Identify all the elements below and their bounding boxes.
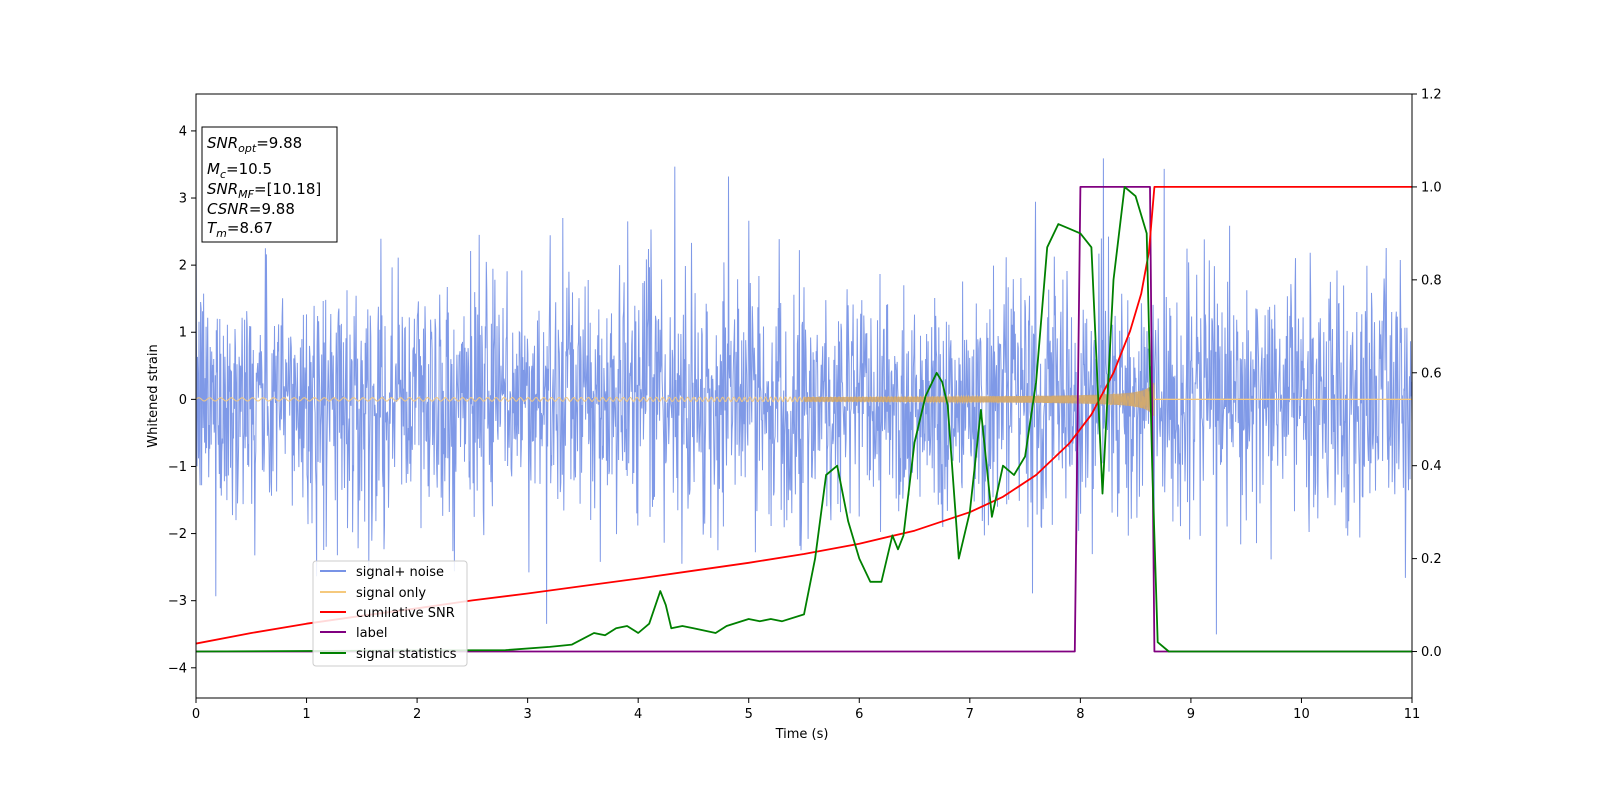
y-axis-label: Whitened strain xyxy=(146,344,161,447)
x-tick-label: 11 xyxy=(1404,707,1421,722)
legend-label-cumulative-snr: cumilative SNR xyxy=(356,606,455,621)
info-snr-opt: SNRopt=9.88 xyxy=(207,134,302,155)
legend-label-signal-statistics: signal statistics xyxy=(356,647,457,662)
y-tick-label: 2 xyxy=(179,259,187,274)
info-mc: Mc=10.5 xyxy=(207,160,272,181)
x-tick-label: 4 xyxy=(634,707,642,722)
y-tick-label: −3 xyxy=(168,594,187,609)
x-tick-label: 9 xyxy=(1187,707,1195,722)
x-tick-label: 5 xyxy=(745,707,753,722)
x-tick-label: 6 xyxy=(855,707,863,722)
y2-tick-label: 0.2 xyxy=(1421,552,1442,567)
y-axis-ticks: −4 −3 −2 −1 0 1 2 3 4 xyxy=(168,124,196,676)
x-tick-label: 8 xyxy=(1076,707,1084,722)
legend-label-signal-noise: signal+ noise xyxy=(356,565,444,580)
signal-statistics-line xyxy=(196,186,1412,653)
info-box: SNRopt=9.88 Mc=10.5 SNRMF=[10.18] CSNR=9… xyxy=(201,126,338,243)
x-tick-label: 2 xyxy=(413,707,421,722)
y-tick-label: 3 xyxy=(179,192,187,207)
legend-label-signal-only: signal only xyxy=(356,586,426,601)
y-tick-label: −2 xyxy=(168,527,187,542)
x-tick-label: 7 xyxy=(966,707,974,722)
y2-tick-label: 0.0 xyxy=(1421,645,1442,660)
y-tick-label: −4 xyxy=(168,661,187,676)
y-tick-label: 0 xyxy=(179,393,187,408)
legend-label-label: label xyxy=(356,626,387,641)
y2-tick-label: 1.0 xyxy=(1421,180,1442,195)
x-tick-label: 0 xyxy=(192,707,200,722)
y-tick-label: 4 xyxy=(179,124,187,139)
info-tm: Tm=8.67 xyxy=(207,219,273,240)
y2-tick-label: 0.8 xyxy=(1421,273,1442,288)
info-snr-mf: SNRMF=[10.18] xyxy=(207,180,321,201)
y-tick-label: −1 xyxy=(168,460,187,475)
info-csnr: CSNR=9.88 xyxy=(207,200,295,218)
x-tick-label: 1 xyxy=(302,707,310,722)
x-tick-label: 3 xyxy=(523,707,531,722)
signal-noise-series xyxy=(196,158,1412,635)
x-axis-label: Time (s) xyxy=(775,727,829,742)
y2-tick-label: 1.2 xyxy=(1421,88,1442,103)
signal-only-series xyxy=(196,382,1412,416)
y2-axis-ticks: 0.0 0.2 0.4 0.6 0.8 1.0 1.2 xyxy=(1412,88,1442,660)
signal-noise-line xyxy=(196,158,1412,635)
signal-only-band xyxy=(804,382,1155,416)
x-tick-label: 10 xyxy=(1293,707,1310,722)
y2-tick-label: 0.6 xyxy=(1421,366,1442,381)
x-axis-ticks: 0 1 2 3 4 5 6 7 8 9 10 11 xyxy=(192,698,1420,722)
legend: signal+ noise signal only cumilative SNR… xyxy=(312,560,468,667)
y2-tick-label: 0.4 xyxy=(1421,459,1442,474)
plot-frame xyxy=(195,93,1413,699)
y-tick-label: 1 xyxy=(179,326,187,341)
